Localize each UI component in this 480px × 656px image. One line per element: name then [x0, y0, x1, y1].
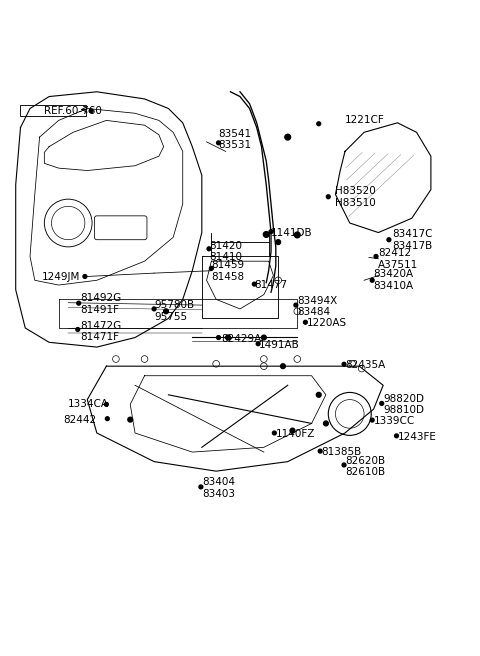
Circle shape: [77, 301, 81, 305]
Circle shape: [326, 195, 330, 199]
Circle shape: [269, 230, 273, 234]
Text: 98820D
98810D: 98820D 98810D: [383, 394, 424, 415]
Circle shape: [83, 275, 87, 278]
Circle shape: [281, 364, 285, 369]
Circle shape: [370, 418, 374, 422]
Circle shape: [207, 247, 211, 251]
Text: 1491AB: 1491AB: [259, 340, 300, 350]
Text: 82442: 82442: [63, 415, 96, 424]
Text: 1339CC: 1339CC: [373, 416, 415, 426]
Text: 83420A
83410A: 83420A 83410A: [373, 270, 414, 291]
Circle shape: [342, 463, 346, 467]
Text: REF.60-760: REF.60-760: [44, 106, 102, 116]
Circle shape: [380, 401, 384, 405]
Text: 81459
81458: 81459 81458: [211, 260, 244, 281]
Circle shape: [164, 309, 168, 314]
Circle shape: [294, 232, 300, 238]
Circle shape: [128, 417, 132, 422]
Circle shape: [89, 109, 93, 113]
Text: 81492G
81491F: 81492G 81491F: [80, 293, 121, 315]
Circle shape: [324, 421, 328, 426]
Circle shape: [273, 431, 276, 435]
Circle shape: [317, 122, 321, 126]
Text: 1141DB: 1141DB: [271, 228, 312, 237]
Text: 1334CA: 1334CA: [68, 400, 109, 409]
Text: 83494X
83484: 83494X 83484: [297, 296, 337, 318]
Circle shape: [285, 134, 290, 140]
Circle shape: [294, 303, 298, 307]
Text: 82429A: 82429A: [221, 334, 261, 344]
Circle shape: [395, 434, 398, 438]
Circle shape: [199, 485, 203, 489]
Text: 83541
83531: 83541 83531: [218, 129, 252, 150]
Circle shape: [342, 362, 346, 366]
Circle shape: [264, 232, 269, 237]
Circle shape: [105, 402, 108, 406]
Text: 81477: 81477: [254, 280, 288, 290]
Text: H83520
H83510: H83520 H83510: [336, 186, 376, 207]
Text: 1220AS: 1220AS: [307, 318, 347, 328]
Circle shape: [152, 307, 156, 311]
Text: 1243FE: 1243FE: [397, 432, 436, 441]
Text: 95780B
95755: 95780B 95755: [154, 300, 194, 322]
Text: 1221CF: 1221CF: [345, 115, 385, 125]
Circle shape: [276, 239, 281, 245]
Circle shape: [290, 428, 295, 433]
Text: 82412
A37511: 82412 A37511: [378, 248, 419, 270]
Circle shape: [252, 282, 256, 286]
Circle shape: [303, 320, 307, 324]
Text: 82435A: 82435A: [345, 360, 385, 370]
Text: 83404
83403: 83404 83403: [202, 477, 235, 499]
Circle shape: [370, 278, 374, 282]
Text: 82620B
82610B: 82620B 82610B: [345, 456, 385, 477]
Text: 1140FZ: 1140FZ: [276, 429, 315, 439]
Circle shape: [374, 255, 378, 258]
Circle shape: [256, 342, 260, 346]
Circle shape: [216, 141, 220, 145]
Text: 83417C
83417B: 83417C 83417B: [393, 229, 433, 251]
Text: 1249JM: 1249JM: [42, 272, 80, 282]
Circle shape: [262, 335, 266, 340]
Text: 81385B: 81385B: [321, 447, 361, 457]
Circle shape: [387, 238, 391, 241]
Circle shape: [226, 335, 230, 340]
Text: 81472G
81471F: 81472G 81471F: [80, 321, 121, 342]
Circle shape: [209, 266, 213, 270]
Circle shape: [318, 449, 322, 453]
Text: 81420
81410: 81420 81410: [209, 241, 242, 262]
Circle shape: [106, 417, 109, 420]
Circle shape: [316, 392, 321, 397]
Circle shape: [216, 336, 220, 339]
Circle shape: [76, 327, 80, 331]
